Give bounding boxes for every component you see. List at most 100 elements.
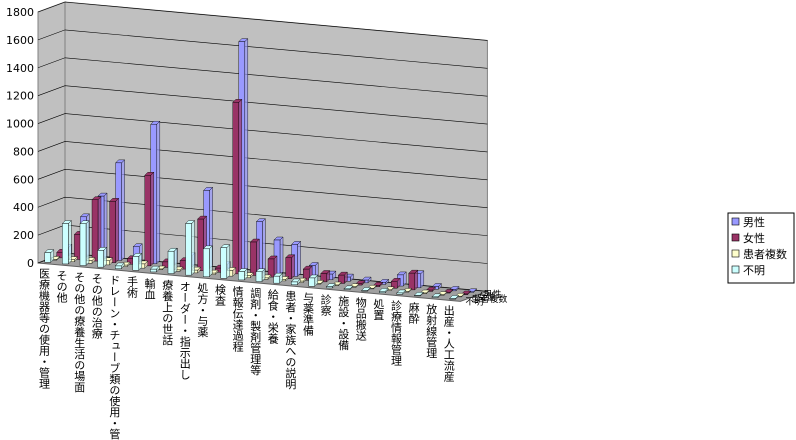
y-tick-label: 400 (13, 201, 34, 214)
bar-side (121, 159, 125, 261)
bar (303, 268, 310, 281)
bar (291, 281, 298, 285)
bar (167, 251, 175, 274)
legend-swatch (731, 265, 740, 274)
grid-line (37, 85, 488, 125)
bar (391, 281, 398, 289)
x-tick-label: その他の治療 (90, 273, 103, 339)
bar (238, 271, 245, 281)
x-tick-label: 医療機器等の使用・管理 (38, 268, 51, 389)
x-tick-label: 給食・栄養 (266, 287, 279, 344)
grid-line (37, 57, 488, 97)
bar (97, 250, 104, 268)
bar-side (173, 247, 178, 275)
x-tick-label: 出産・人工流産 (442, 303, 455, 382)
bar (74, 234, 81, 260)
bar (414, 295, 421, 297)
x-tick-label: ドレーン・チューブ類の使用・管理 (108, 274, 121, 440)
x-tick-label: 手術 (126, 275, 139, 298)
bar-side (226, 244, 231, 279)
bar (185, 223, 192, 276)
bar (91, 199, 99, 262)
x-tick-label: 処方・与薬 (196, 282, 209, 337)
bar (361, 290, 368, 292)
y-tick-label: 600 (13, 173, 34, 186)
grid-line (37, 169, 488, 209)
bar (220, 247, 228, 279)
legend-label: 不明 (743, 264, 765, 277)
bar (114, 265, 122, 269)
series-axis-label: 患者複数 (471, 293, 507, 305)
bar (320, 273, 327, 283)
bar-side (414, 269, 418, 291)
y-tick-label: 800 (13, 145, 34, 158)
x-tick-label: 検査 (214, 283, 227, 306)
x-tick-label: 麻酔 (407, 300, 420, 324)
y-tick-label: 1400 (6, 62, 34, 75)
bar (396, 292, 403, 295)
bar (338, 274, 345, 284)
bar (379, 291, 386, 293)
legend-swatch (731, 217, 740, 226)
bar (449, 298, 456, 300)
bar (132, 256, 140, 271)
bar-side (68, 220, 72, 265)
y-tick-label: 1000 (6, 118, 34, 131)
bar-side (297, 240, 301, 277)
y-tick-label: 1200 (6, 90, 34, 103)
grid-line (37, 196, 488, 236)
bar (62, 223, 69, 265)
series-axis-label: 不明 (465, 296, 483, 307)
bar (202, 248, 210, 277)
bar-side (238, 98, 243, 275)
x-tick-label: その他 (55, 270, 68, 303)
legend-label: 患者複数 (743, 247, 787, 261)
bar-side (85, 220, 90, 267)
y-tick-label: 1600 (6, 34, 34, 47)
bar (250, 241, 257, 276)
x-tick-label: 診察 (319, 292, 332, 315)
bar (326, 286, 333, 289)
bar-side (115, 197, 119, 264)
grid-line (37, 141, 488, 181)
bar-side (291, 254, 295, 280)
y-tick-label: 1800 (6, 6, 34, 19)
x-tick-label: 患者・家族への説明 (284, 290, 297, 390)
y-tick-label: 200 (13, 229, 34, 242)
bar (308, 277, 315, 287)
legend-label: 女性 (743, 231, 765, 245)
bar-side (244, 38, 249, 273)
x-tick-label: 診療情報管理 (390, 299, 403, 366)
bar (267, 258, 275, 278)
legend-label: 男性 (743, 215, 765, 229)
bar-side (208, 245, 213, 278)
bar-side (150, 171, 155, 267)
series-axis-label: 女性 (477, 291, 495, 303)
legend-swatch (731, 249, 740, 258)
grid-line (37, 113, 488, 153)
x-tick-label: 情報伝達過程 (231, 285, 244, 352)
x-tick-label: 物品搬送 (354, 295, 367, 340)
bar-side (262, 218, 266, 274)
x-tick-label: 与薬準備 (302, 292, 315, 337)
bar (285, 257, 292, 279)
grid-line (37, 29, 488, 69)
bar-side (156, 120, 161, 265)
bar (431, 296, 439, 298)
x-tick-label: オーダー・指示出し (178, 280, 191, 379)
bar (408, 272, 415, 291)
bar (79, 223, 87, 266)
x-tick-label: その他の療養生活の場面 (73, 271, 86, 392)
x-tick-label: 療養上の世話 (161, 278, 174, 346)
x-tick-label: 処置 (372, 298, 385, 320)
bar (150, 268, 157, 273)
series-axis-label: 男性 (483, 289, 501, 301)
x-tick-label: 放射線管理 (425, 302, 438, 358)
x-tick-label: 施設・設備 (337, 295, 350, 351)
bar-side (279, 236, 284, 276)
bar (255, 271, 263, 282)
y-tick-label: 0 (27, 257, 34, 270)
bar-side (103, 246, 107, 268)
